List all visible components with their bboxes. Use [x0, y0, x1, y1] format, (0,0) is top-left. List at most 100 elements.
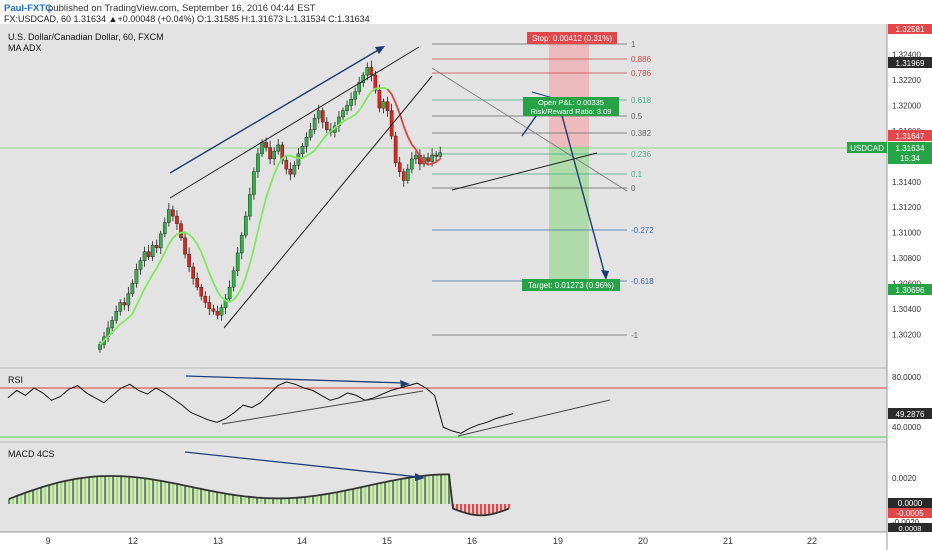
rsi-drawings[interactable]: [221, 390, 611, 437]
macd-label: MACD 4CS: [8, 449, 55, 459]
macd-bar: [284, 498, 287, 504]
ma-line-green: [99, 86, 388, 346]
candle-body: [426, 157, 430, 162]
macd-bar: [244, 496, 247, 504]
candle-body: [284, 159, 289, 170]
candle-body: [345, 105, 349, 111]
candle-body: [434, 154, 438, 157]
macd-bar: [52, 483, 55, 504]
candle-body: [414, 154, 418, 160]
macd-bar: [164, 481, 167, 504]
time-tick: 16: [467, 536, 477, 546]
price-top-badge: 1.32581: [896, 25, 925, 34]
candle-body: [162, 222, 167, 235]
candle-body: [134, 269, 139, 284]
macd-bar: [64, 480, 67, 504]
author-name[interactable]: Paul-FXTC: [4, 3, 52, 14]
macd-bar: [328, 493, 331, 504]
rsi-tick-40: 40.0000: [892, 423, 921, 432]
macd-bar: [136, 476, 139, 504]
macd-bar: [360, 486, 363, 504]
macd-bar: [312, 495, 315, 504]
candle-body: [138, 260, 143, 270]
time-axis[interactable]: 9 12 13 14 15 16 19 20 21 22: [45, 536, 817, 546]
ma-line-red: [386, 88, 441, 166]
candle-body: [227, 287, 232, 299]
price-tick: 1.30800: [892, 254, 921, 263]
trend-drawings[interactable]: [169, 46, 628, 329]
macd-bar: [48, 484, 51, 504]
macd-histogram: [8, 473, 511, 516]
candle-body: [438, 152, 443, 157]
price-badge-1: 1.31969: [896, 59, 925, 68]
macd-bar: [348, 489, 351, 504]
macd-bar: [288, 497, 291, 504]
macd-bar: [336, 491, 339, 504]
macd-bar: [68, 479, 71, 504]
indicator-label: MA ADX: [8, 43, 42, 53]
target-label-box[interactable]: [522, 279, 620, 291]
price-pane[interactable]: [0, 24, 887, 368]
macd-bar: [432, 474, 435, 504]
candle-body: [361, 74, 366, 83]
candle-body: [304, 137, 309, 147]
fib-label: 0.618: [631, 96, 652, 105]
macd-bar: [56, 482, 59, 504]
macd-bar: [192, 486, 195, 504]
fib-label: 0.382: [631, 129, 652, 138]
stop-label: Stop: 0.00412 (0.31%): [532, 34, 612, 43]
candle-body: [385, 101, 390, 111]
macd-bar: [396, 479, 399, 504]
candle-body: [158, 233, 163, 249]
macd-bar: [468, 504, 471, 515]
macd-bar: [440, 473, 443, 504]
macd-bar: [372, 484, 375, 504]
trend-arrows: [169, 46, 609, 280]
macd-bar: [88, 476, 91, 504]
candle-body: [349, 98, 353, 106]
candle-body: [110, 320, 114, 329]
macd-bar: [216, 491, 219, 504]
candle-body: [243, 215, 248, 236]
candle-body: [316, 110, 321, 119]
fib-label: 0.236: [631, 150, 652, 159]
macd-bar: [140, 477, 143, 504]
stop-zone[interactable]: [549, 32, 589, 147]
pnl-label-box[interactable]: [523, 97, 619, 116]
quote-line: FX:USDCAD, 60 1.31634 ▲+0.00048 (+0.04%)…: [4, 14, 370, 24]
time-tick: 12: [128, 536, 138, 546]
macd-bar: [12, 497, 15, 504]
macd-bar: [448, 473, 451, 504]
candle-body: [203, 295, 208, 303]
candle-body: [239, 234, 244, 254]
candle-body: [223, 298, 228, 308]
macd-bar: [200, 488, 203, 504]
fib-label: -0.272: [631, 226, 654, 235]
price-tick: 1.32400: [892, 51, 921, 60]
candle-body: [231, 270, 236, 288]
macd-pane[interactable]: [0, 442, 887, 532]
macd-bar: [380, 482, 383, 504]
time-tick: 20: [638, 536, 648, 546]
macd-bar: [60, 481, 63, 504]
candle-body: [150, 245, 155, 257]
macd-bar: [300, 497, 303, 504]
macd-badge: -0.0005: [896, 509, 924, 518]
macd-bar: [224, 493, 227, 504]
macd-tick-neg: -0.0020: [892, 518, 920, 527]
macd-bar: [256, 497, 259, 504]
candle-body: [341, 110, 345, 118]
macd-bar: [184, 485, 187, 504]
macd-bar: [204, 489, 207, 504]
fib-label: 0.786: [631, 69, 652, 78]
candle-body: [280, 144, 285, 161]
target-zone[interactable]: [549, 147, 589, 284]
candle-body: [211, 308, 216, 312]
rsi-pane[interactable]: [0, 368, 887, 442]
macd-bar: [108, 475, 111, 504]
stop-label-box[interactable]: [527, 32, 617, 44]
price-tick: 1.32000: [892, 102, 921, 111]
macd-bar: [76, 478, 79, 504]
time-tick: 14: [297, 536, 307, 546]
